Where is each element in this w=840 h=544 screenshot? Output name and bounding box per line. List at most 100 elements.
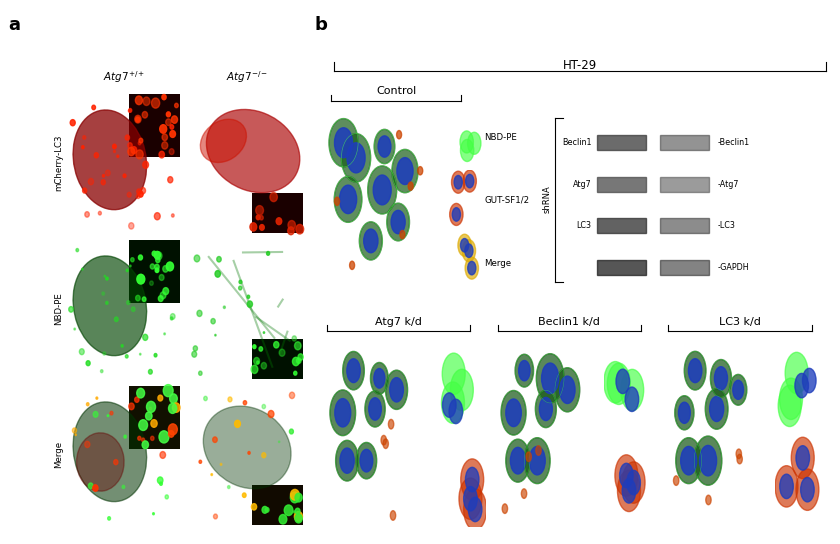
Circle shape (356, 442, 376, 479)
Ellipse shape (127, 192, 131, 197)
Circle shape (335, 399, 351, 427)
Ellipse shape (223, 306, 225, 308)
Ellipse shape (256, 215, 260, 220)
Circle shape (506, 399, 522, 426)
Ellipse shape (94, 153, 98, 158)
Ellipse shape (139, 138, 143, 143)
Circle shape (736, 449, 742, 459)
Ellipse shape (143, 334, 148, 341)
Ellipse shape (150, 281, 153, 286)
Ellipse shape (279, 441, 280, 443)
Circle shape (365, 391, 386, 427)
Ellipse shape (139, 255, 143, 260)
Circle shape (785, 353, 808, 394)
Ellipse shape (266, 251, 270, 255)
Ellipse shape (140, 188, 145, 194)
Circle shape (334, 197, 339, 206)
Ellipse shape (253, 345, 256, 349)
Ellipse shape (134, 115, 141, 123)
Circle shape (449, 203, 463, 225)
Ellipse shape (270, 193, 277, 202)
Ellipse shape (83, 135, 86, 139)
Ellipse shape (106, 277, 108, 280)
Text: HT-29: HT-29 (563, 59, 596, 72)
Circle shape (694, 436, 722, 485)
Ellipse shape (217, 257, 221, 262)
Ellipse shape (239, 286, 242, 290)
Circle shape (710, 397, 724, 422)
Circle shape (347, 358, 360, 382)
Ellipse shape (293, 511, 295, 513)
Circle shape (463, 170, 476, 192)
Ellipse shape (251, 365, 258, 374)
Bar (524, 407, 557, 455)
Ellipse shape (290, 429, 293, 434)
Bar (70, 186, 108, 230)
Ellipse shape (150, 436, 154, 441)
Text: LC3: LC3 (577, 221, 591, 230)
Circle shape (465, 175, 474, 188)
Ellipse shape (244, 400, 247, 405)
Text: GUT-SF1/2: GUT-SF1/2 (485, 196, 529, 205)
Ellipse shape (288, 220, 296, 230)
Circle shape (459, 478, 482, 520)
Ellipse shape (129, 265, 131, 267)
Circle shape (360, 222, 382, 260)
Bar (129, 386, 180, 449)
Circle shape (714, 367, 727, 390)
Ellipse shape (113, 460, 118, 465)
Ellipse shape (203, 406, 291, 489)
Ellipse shape (159, 296, 163, 301)
Bar (660, 135, 709, 150)
Ellipse shape (262, 506, 268, 513)
Circle shape (392, 150, 418, 193)
Ellipse shape (276, 218, 281, 225)
Circle shape (737, 454, 743, 464)
Ellipse shape (81, 268, 83, 270)
Circle shape (502, 504, 507, 514)
Circle shape (468, 132, 481, 154)
Ellipse shape (211, 474, 213, 475)
Ellipse shape (93, 411, 98, 417)
Text: $Atg7^{-/-}$: $Atg7^{-/-}$ (226, 70, 268, 85)
Ellipse shape (260, 215, 263, 220)
Ellipse shape (76, 249, 79, 252)
Circle shape (462, 240, 475, 262)
Circle shape (465, 467, 479, 492)
Ellipse shape (146, 401, 155, 412)
Circle shape (706, 388, 728, 429)
Circle shape (396, 158, 413, 184)
Ellipse shape (79, 349, 84, 355)
Ellipse shape (155, 268, 159, 273)
Circle shape (373, 175, 391, 205)
Text: -GAPDH: -GAPDH (717, 263, 749, 272)
Ellipse shape (164, 333, 165, 335)
Ellipse shape (137, 388, 144, 398)
Ellipse shape (102, 352, 106, 355)
Circle shape (622, 479, 636, 503)
Ellipse shape (198, 371, 202, 375)
Circle shape (334, 128, 353, 158)
Circle shape (674, 476, 679, 485)
Circle shape (374, 368, 385, 388)
Ellipse shape (131, 146, 137, 153)
Ellipse shape (151, 98, 160, 108)
Bar (241, 437, 286, 484)
Ellipse shape (88, 483, 93, 489)
Bar (696, 407, 727, 455)
Circle shape (329, 119, 358, 167)
Circle shape (675, 395, 694, 430)
Ellipse shape (155, 264, 159, 270)
Circle shape (780, 474, 793, 499)
Circle shape (627, 471, 640, 495)
Ellipse shape (220, 463, 222, 465)
Ellipse shape (157, 477, 163, 484)
Circle shape (729, 374, 747, 405)
Circle shape (732, 380, 743, 399)
Text: Beclin1 k/d: Beclin1 k/d (538, 317, 600, 327)
Ellipse shape (125, 355, 128, 358)
Ellipse shape (142, 438, 144, 442)
Circle shape (675, 438, 701, 484)
Ellipse shape (197, 310, 202, 317)
Ellipse shape (124, 435, 126, 438)
